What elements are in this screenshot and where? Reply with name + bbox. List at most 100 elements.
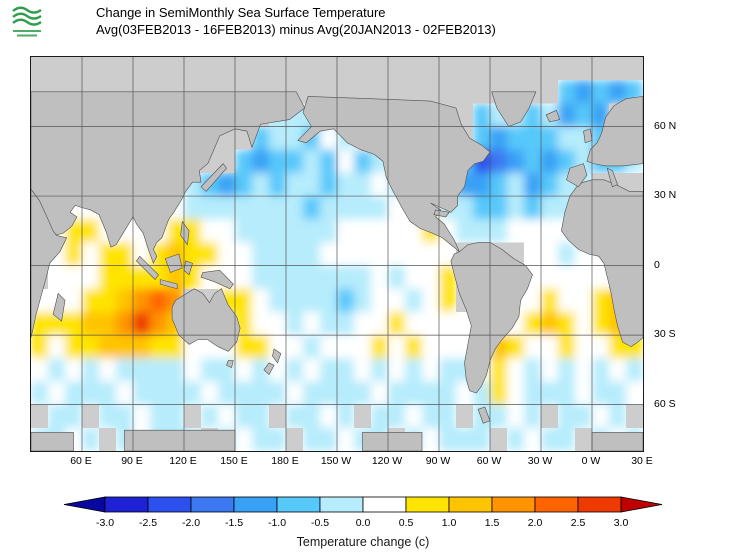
heat-cell — [439, 404, 456, 428]
heat-cell — [558, 80, 575, 104]
heat-cell — [82, 288, 99, 312]
heat-cell — [286, 149, 303, 173]
heat-cell — [252, 311, 269, 336]
heat-cell — [592, 381, 609, 405]
heat-cell — [473, 103, 490, 127]
nodata-cell — [48, 57, 65, 81]
heat-cell — [218, 381, 235, 405]
heat-cell — [422, 335, 439, 359]
heat-cell — [320, 219, 337, 243]
landmass — [607, 168, 617, 187]
heat-cell — [575, 103, 592, 127]
colorbar-segment — [63, 496, 106, 513]
heat-cell — [575, 404, 592, 428]
heat-cell — [303, 149, 320, 173]
heat-cell — [609, 80, 626, 104]
heat-cell — [235, 404, 252, 428]
nodata-cell — [524, 57, 541, 81]
heat-cell — [507, 126, 524, 150]
heat-cell — [82, 335, 99, 359]
colorbar-tick-label: 2.5 — [571, 517, 586, 529]
landmass — [184, 261, 193, 275]
heat-cell — [252, 358, 269, 382]
heat-cell — [133, 358, 150, 382]
heat-cell — [82, 427, 99, 451]
lat-tick-label: 30 S — [654, 328, 676, 341]
heat-cell — [490, 149, 507, 173]
heat-cell — [422, 381, 439, 405]
landmass — [31, 92, 305, 264]
colorbar-tick-label: -2.5 — [139, 517, 157, 529]
heat-cell — [575, 80, 592, 104]
heat-cell — [439, 427, 456, 451]
heat-cell — [371, 265, 388, 289]
nodata-cell — [354, 80, 371, 104]
heat-cell — [269, 288, 286, 312]
heat-cell — [150, 358, 167, 382]
heat-cell — [184, 381, 201, 405]
heat-cell — [269, 427, 286, 451]
heat-cell — [354, 219, 371, 243]
nodata-cell — [626, 57, 643, 81]
heat-cell — [558, 311, 575, 336]
landmass — [227, 361, 234, 368]
colorbar-segment — [104, 496, 149, 513]
heat-cell — [235, 381, 252, 405]
heat-cell — [439, 358, 456, 382]
heat-cell — [337, 172, 354, 197]
heat-cell — [507, 358, 524, 382]
heat-cell — [558, 103, 575, 127]
heat-cell — [592, 288, 609, 312]
heat-cell — [575, 311, 592, 336]
heat-cell — [524, 196, 541, 220]
heat-cell — [218, 242, 235, 266]
heat-cell — [524, 126, 541, 150]
heat-cell — [592, 265, 609, 289]
heat-cell — [456, 196, 473, 220]
colorbar-segment — [534, 496, 579, 513]
heat-cell — [337, 404, 354, 428]
heat-cell — [558, 358, 575, 382]
nodata-cell — [82, 404, 99, 428]
heat-cell — [524, 427, 541, 451]
heat-cell — [286, 358, 303, 382]
heat-cell — [116, 358, 133, 382]
heat-cell — [490, 358, 507, 382]
heat-cell — [201, 404, 218, 428]
heat-cell — [235, 172, 252, 197]
heat-cell — [99, 311, 116, 336]
heat-cell — [405, 381, 422, 405]
heat-cell — [201, 358, 218, 382]
lat-tick-label: 30 N — [654, 189, 677, 202]
heat-cell — [150, 404, 167, 428]
colorbar-tick-label: -1.0 — [268, 517, 286, 529]
heat-cell — [167, 358, 184, 382]
heat-cell — [609, 381, 626, 405]
nodata-cell — [201, 57, 218, 81]
nodata-cell — [439, 80, 456, 104]
heat-cell — [48, 381, 65, 405]
heat-cell — [303, 242, 320, 266]
heat-cell — [473, 427, 490, 451]
heat-cell — [371, 219, 388, 243]
nodata-cell — [354, 57, 371, 81]
heat-cell — [82, 358, 99, 382]
heat-cell — [371, 288, 388, 312]
heat-cell — [354, 358, 371, 382]
heat-cell — [388, 219, 405, 243]
landmass — [272, 349, 281, 363]
landmass — [201, 164, 227, 192]
gridlines-layer — [31, 57, 643, 451]
landmass — [492, 92, 536, 127]
colorbar-segment — [577, 496, 622, 513]
heat-cell — [218, 219, 235, 243]
heat-cell — [320, 126, 337, 150]
heat-cell — [507, 149, 524, 173]
heat-cell — [439, 311, 456, 336]
heat-cell — [269, 172, 286, 197]
heat-cell — [286, 196, 303, 220]
heat-cell — [541, 242, 558, 266]
heat-cell — [388, 311, 405, 336]
heat-cell — [626, 381, 643, 405]
